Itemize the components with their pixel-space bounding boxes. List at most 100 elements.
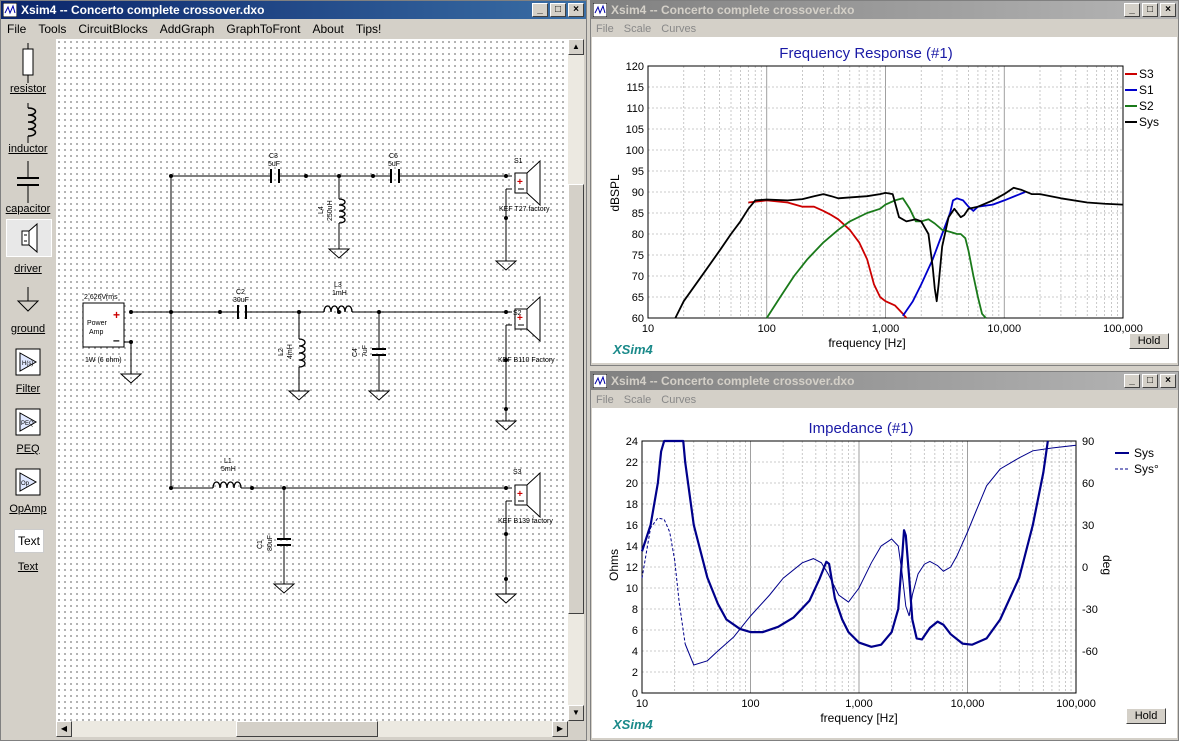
imp-y2-axis-label: deg — [1100, 555, 1114, 575]
close-button[interactable]: × — [1160, 374, 1176, 388]
tool-opamp[interactable]: Op OpAmp — [4, 465, 52, 521]
driver-s3[interactable]: + — [514, 471, 541, 519]
svg-text:+: + — [517, 177, 523, 188]
menu-file[interactable]: File — [7, 22, 27, 36]
text-tool-icon: Text — [14, 529, 44, 553]
app-icon — [593, 3, 607, 17]
y-tick-label: 8 — [632, 604, 638, 616]
tool-driver-label: driver — [14, 263, 42, 275]
tool-driver[interactable]: driver — [4, 219, 52, 277]
y-tick-label: 120 — [626, 61, 644, 73]
plot-frame — [641, 440, 1077, 694]
schematic-canvas[interactable]: + – + + + — [56, 39, 568, 721]
y-tick-label: 110 — [626, 103, 644, 115]
l3-value: 1mH — [332, 290, 347, 297]
imp-plot-background — [592, 408, 1177, 738]
l3-name: L3 — [334, 282, 342, 289]
imp-brand-label: XSim4 — [612, 717, 654, 732]
y-tick-label: 105 — [626, 124, 644, 136]
driver-s1[interactable]: + — [514, 159, 541, 207]
svg-text:+: + — [517, 313, 523, 324]
minimize-button[interactable]: _ — [532, 3, 548, 17]
vertical-scroll-thumb[interactable] — [568, 184, 584, 614]
main-titlebar[interactable]: Xsim4 -- Concerto complete crossover.dxo… — [1, 1, 586, 19]
x-tick-label: 10 — [636, 698, 648, 710]
c2-value: 30uF — [233, 297, 249, 304]
impedance-window: Xsim4 -- Concerto complete crossover.dxo… — [590, 371, 1179, 741]
legend-label: S3 — [1139, 67, 1154, 81]
menu-file[interactable]: File — [596, 23, 614, 35]
power-amp[interactable]: + – — [82, 302, 125, 348]
l1-name: L1 — [224, 458, 232, 465]
scroll-left-button[interactable]: ◀ — [56, 721, 72, 737]
y-tick-label: 80 — [632, 229, 644, 241]
menu-addgraph[interactable]: AddGraph — [159, 22, 215, 36]
tool-text-label: Text — [17, 561, 39, 573]
amp-voltage-label: 2.626Vrms — [84, 294, 118, 301]
series-line-s2 — [765, 197, 987, 319]
tool-inductor[interactable]: inductor — [4, 103, 52, 159]
freq-plot-background — [592, 37, 1177, 363]
tool-resistor[interactable]: resistor — [4, 43, 52, 99]
tool-text[interactable]: Text Text — [4, 527, 52, 583]
tool-peq[interactable]: PEQ PEQ — [4, 405, 52, 461]
y-tick-label: 10 — [626, 583, 638, 595]
maximize-button[interactable]: □ — [1142, 3, 1158, 17]
menu-scale[interactable]: Scale — [623, 394, 652, 406]
menu-about[interactable]: About — [312, 22, 344, 36]
y2-tick-label: -60 — [1082, 646, 1098, 658]
series-line-sys-phase — [641, 517, 686, 645]
scroll-down-button[interactable]: ▼ — [568, 705, 584, 721]
imp-hold-button[interactable]: Hold — [1126, 708, 1166, 724]
y-tick-label: 0 — [632, 688, 638, 700]
freq-titlebar[interactable]: Xsim4 -- Concerto complete crossover.dxo… — [591, 1, 1178, 19]
tool-filter[interactable]: H(s) Filter — [4, 345, 52, 401]
tool-ground[interactable]: ground — [4, 283, 52, 339]
freq-menubar: File Scale Curves — [591, 19, 1178, 39]
c4-name: C4 — [352, 348, 359, 357]
close-button[interactable]: × — [568, 3, 584, 17]
y-tick-label: 4 — [632, 646, 638, 658]
s3-label: KEF B139 factory — [498, 518, 553, 525]
menu-circuitblocks[interactable]: CircuitBlocks — [78, 22, 148, 36]
y-tick-label: 115 — [626, 82, 644, 94]
capacitor-icon — [17, 161, 39, 203]
l4-value: 250uH — [327, 200, 334, 221]
schematic-vertical-scrollbar[interactable]: ▲ ▼ — [568, 39, 584, 721]
menu-scale[interactable]: Scale — [623, 23, 652, 35]
horizontal-scroll-thumb[interactable] — [236, 721, 378, 737]
amp-label-2: Amp — [89, 329, 104, 336]
minimize-button[interactable]: _ — [1124, 3, 1140, 17]
driver-s2[interactable]: + — [514, 295, 541, 343]
freq-chart-title: Frequency Response (#1) — [779, 45, 952, 62]
frequency-response-chart[interactable]: Frequency Response (#1) 60 65 70 75 80 85 90 95… — [591, 1, 1179, 366]
menu-file[interactable]: File — [596, 394, 614, 406]
x-tick-label: 1,000 — [845, 698, 873, 710]
menu-graphtofront[interactable]: GraphToFront — [226, 22, 301, 36]
freq-hold-button[interactable]: Hold — [1129, 333, 1169, 349]
ground-icon — [16, 287, 40, 312]
svg-text:PEQ: PEQ — [21, 421, 34, 427]
menu-tools[interactable]: Tools — [38, 22, 67, 36]
maximize-button[interactable]: □ — [550, 3, 566, 17]
menu-curves[interactable]: Curves — [661, 23, 697, 35]
schematic-horizontal-scrollbar[interactable]: ◀ ▶ — [56, 721, 568, 737]
x-tick-label: 100,000 — [1056, 698, 1096, 710]
menu-curves[interactable]: Curves — [661, 394, 697, 406]
menu-tips[interactable]: Tips! — [355, 22, 382, 36]
imp-titlebar[interactable]: Xsim4 -- Concerto complete crossover.dxo… — [591, 372, 1178, 390]
close-button[interactable]: × — [1160, 3, 1176, 17]
minimize-button[interactable]: _ — [1124, 374, 1140, 388]
amp-power-label: 1W (6 ohm) — [85, 357, 122, 364]
maximize-button[interactable]: □ — [1142, 374, 1158, 388]
tool-capacitor[interactable]: capacitor — [4, 161, 52, 217]
y-tick-label: 95 — [632, 166, 644, 178]
plot-frame — [647, 65, 1124, 319]
imp-title: Xsim4 -- Concerto complete crossover.dxo — [611, 374, 855, 388]
scroll-right-button[interactable]: ▶ — [552, 721, 568, 737]
scroll-up-button[interactable]: ▲ — [568, 39, 584, 55]
y-tick-label: 60 — [632, 313, 644, 325]
inductor-icon — [27, 103, 37, 143]
series-line-sys-phase — [684, 444, 1077, 666]
